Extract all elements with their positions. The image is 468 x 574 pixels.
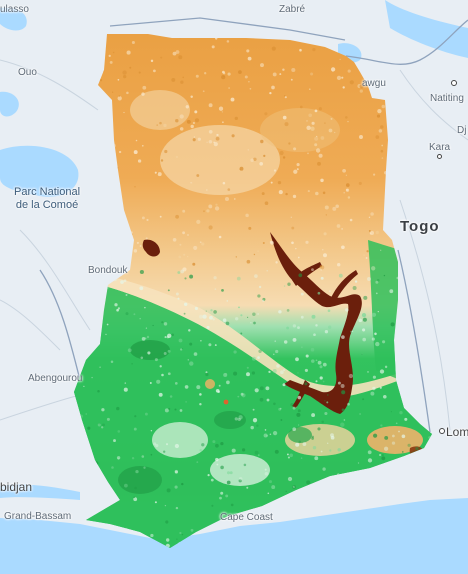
bui-lake: [142, 239, 160, 257]
label-ouo: Ouo: [18, 67, 37, 78]
label-abidjan: bidjan: [0, 480, 33, 494]
kara-dot: [437, 154, 442, 159]
label-natiting: Natiting: [430, 93, 464, 104]
park-line-1: Parc National: [14, 186, 81, 198]
label-kara: Kara: [429, 142, 451, 153]
borders: [39, 17, 468, 433]
roads: [0, 59, 468, 431]
label-grand-bassam: Grand-Bassam: [4, 511, 72, 522]
nangbeto-lake: [385, 0, 468, 58]
label-zabre: Zabré: [279, 4, 306, 15]
park-line-2: de la Comoé: [15, 199, 79, 211]
label-abengourou: Abengourou: [28, 373, 83, 384]
label-dj: Dj: [457, 125, 467, 136]
label-lome: Lom: [446, 425, 468, 439]
ghana-vegetation-layer: [74, 34, 432, 548]
orange-spot: [205, 379, 215, 389]
label-awgu: awgu: [362, 78, 386, 89]
label-ulasso: ulasso: [0, 4, 29, 15]
kumasi-marker: [223, 399, 229, 405]
lake-volta: [270, 232, 362, 414]
label-cape-coast: Cape Coast: [220, 512, 273, 523]
lake-ayame: [0, 145, 79, 197]
lake-north: [0, 7, 27, 31]
lagoon: [0, 484, 80, 500]
lake-west: [0, 91, 19, 117]
lome-dot: [439, 428, 445, 434]
label-park: Parc National de la Comoé: [14, 186, 80, 212]
label-bondouk: Bondouk: [88, 265, 128, 276]
natiting-dot: [451, 80, 457, 86]
label-country: Togo: [400, 218, 440, 235]
